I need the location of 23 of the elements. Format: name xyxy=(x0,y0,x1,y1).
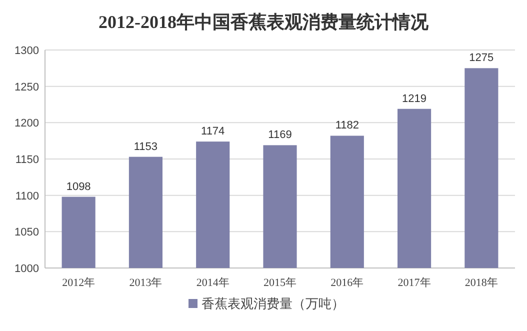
chart-title: 2012-2018年中国香蕉表观消费量统计情况 xyxy=(98,12,430,32)
y-tick-label: 1000 xyxy=(14,263,39,275)
x-tick-label: 2018年 xyxy=(464,277,498,289)
x-tick-label: 2015年 xyxy=(264,277,296,289)
x-tick-label: 2017年 xyxy=(398,277,431,289)
data-label: 1275 xyxy=(469,52,494,64)
data-label: 1174 xyxy=(201,126,225,138)
y-tick-label: 1200 xyxy=(14,118,39,130)
data-label: 1182 xyxy=(335,120,359,132)
x-tick-label: 2014年 xyxy=(196,277,230,289)
legend-label: 香蕉表观消费量（万吨） xyxy=(202,296,344,311)
data-label: 1098 xyxy=(66,180,91,193)
y-tick-label: 1300 xyxy=(14,45,39,57)
x-tick-label: 2013年 xyxy=(129,277,162,289)
data-label: 1153 xyxy=(134,140,158,153)
y-tick-label: 1150 xyxy=(15,154,39,166)
y-tick-label: 1050 xyxy=(14,226,39,239)
data-label: 1169 xyxy=(268,129,292,142)
y-tick-label: 1250 xyxy=(14,81,39,94)
x-tick-label: 2012年 xyxy=(62,277,96,289)
y-tick-label: 1100 xyxy=(15,190,39,202)
data-label: 1219 xyxy=(402,92,427,105)
x-tick-label: 2016年 xyxy=(330,277,364,289)
